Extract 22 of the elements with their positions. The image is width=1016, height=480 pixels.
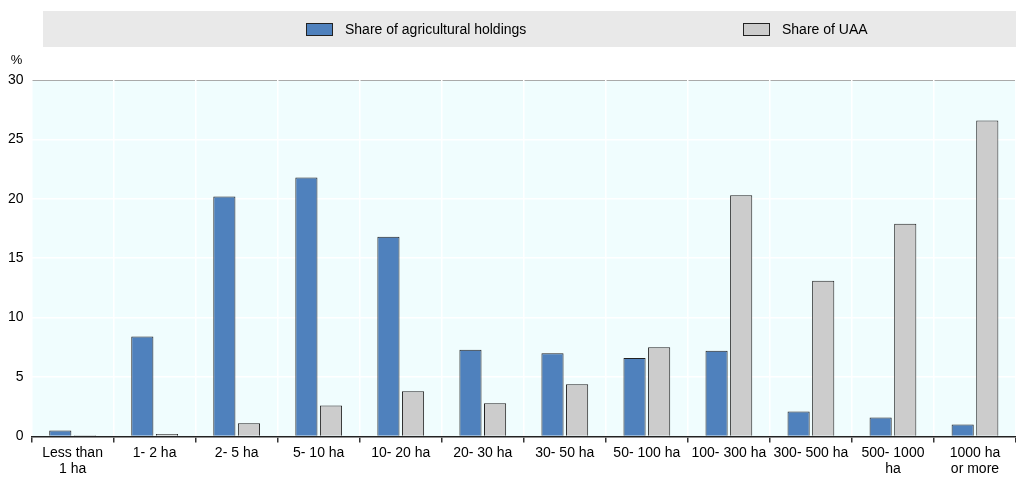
y-axis-title: %	[10, 52, 23, 67]
y-tick-label: 10	[7, 308, 24, 325]
y-tick-label: 0	[15, 427, 24, 444]
y-tick-label: 20	[7, 189, 24, 206]
y-tick-label: 15	[7, 249, 24, 266]
x-tick-label: 50- 100 ha	[613, 443, 681, 460]
x-tick-label: 300- 500 ha	[773, 443, 849, 460]
x-tick-label: 1000 ha or more	[949, 443, 1001, 477]
x-tick-label: Less than 1 ha	[42, 443, 103, 477]
x-tick-label: 2- 5 ha	[214, 443, 259, 460]
x-tick-label: 1- 2 ha	[132, 443, 177, 460]
x-tick-label: 20- 30 ha	[453, 443, 513, 460]
x-tick-label: 100- 300 ha	[691, 443, 767, 460]
legend-label: Share of UAA	[782, 21, 868, 37]
y-tick-label: 5	[15, 367, 24, 384]
y-tick-label: 30	[7, 70, 24, 87]
legend-label: Share of agricultural holdings	[345, 21, 527, 37]
x-tick-label: 500- 1000 ha	[861, 443, 925, 477]
x-tick-label: 30- 50 ha	[535, 443, 595, 460]
y-tick-label: 25	[7, 130, 24, 147]
x-tick-label: 10- 20 ha	[371, 443, 431, 460]
x-tick-label: 5- 10 ha	[293, 443, 345, 460]
